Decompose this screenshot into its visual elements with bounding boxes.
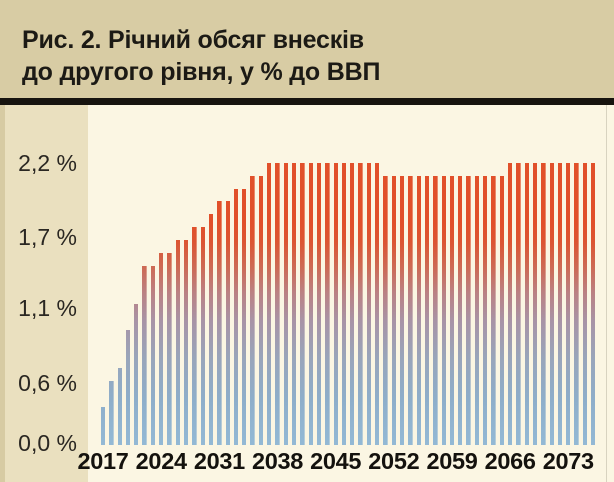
bar-2042: [308, 163, 313, 445]
bar-2037: [267, 163, 272, 445]
bar-2019: [117, 368, 122, 445]
title-divider-rule: [0, 98, 614, 105]
bar-2032: [225, 201, 230, 445]
right-edge-line: [606, 105, 607, 482]
bar-2067: [516, 163, 521, 445]
bar-2035: [250, 176, 255, 445]
bar-2059: [449, 176, 455, 445]
chart-title-line2: до другого рівня, у % до ВВП: [22, 58, 381, 86]
bar-2024: [159, 253, 164, 445]
bar-2072: [557, 163, 563, 445]
bar-2061: [466, 176, 471, 445]
bar-2073: [566, 163, 571, 445]
bar-2025: [167, 253, 172, 445]
y-tick-label: 0,6 %: [18, 370, 77, 396]
y-tick-label: 1,1 %: [18, 295, 77, 321]
bar-2071: [549, 163, 554, 445]
bar-2041: [300, 163, 305, 445]
bar-2049: [366, 163, 372, 445]
bar-2022: [142, 266, 147, 445]
bar-2026: [175, 240, 180, 445]
bar-2029: [200, 227, 205, 445]
bar-2065: [499, 176, 504, 445]
x-tick-label: 2059: [426, 448, 478, 474]
bar-2045: [333, 163, 338, 445]
bar-2017: [100, 407, 106, 445]
bar-2068: [524, 163, 529, 445]
bar-2070: [541, 163, 546, 445]
bar-2023: [150, 266, 156, 445]
bar-2027: [183, 240, 189, 445]
bar-2054: [408, 176, 413, 445]
y-tick-label: 1,7 %: [18, 224, 77, 250]
bar-2050: [375, 163, 380, 445]
bar-2028: [192, 227, 197, 445]
bar-2066: [508, 163, 513, 445]
bar-2020: [125, 330, 131, 445]
bar-2069: [532, 163, 538, 445]
bar-2034: [242, 189, 247, 445]
bar-2074: [574, 163, 579, 445]
bar-2040: [291, 163, 297, 445]
bar-2060: [458, 176, 463, 445]
bar-2021: [134, 304, 139, 445]
bar-2076: [591, 163, 596, 445]
bar-2031: [217, 201, 222, 445]
bar-2030: [208, 214, 214, 445]
x-tick-label: 2038: [251, 448, 304, 474]
bar-2058: [441, 176, 446, 445]
bar-2063: [483, 176, 488, 445]
x-tick-label: 2024: [135, 448, 187, 474]
bar-2038: [275, 163, 280, 445]
x-tick-label: 2031: [193, 448, 245, 474]
bar-2052: [391, 176, 396, 445]
bar-2047: [350, 163, 355, 445]
bar-2018: [109, 381, 114, 445]
y-tick-label: 0,0 %: [18, 430, 77, 456]
x-tick-label: 2066: [484, 448, 536, 474]
bar-2043: [316, 163, 322, 445]
bar-2033: [233, 189, 239, 445]
x-tick-label: 2045: [310, 448, 362, 474]
bar-2053: [400, 176, 405, 445]
bar-2064: [491, 176, 496, 445]
y-axis-panel: 0,0 % 0,6 % 1,1 % 1,7 % 2,2 %: [0, 105, 88, 482]
chart-title-block: Рис. 2. Річний обсяг внесків до другого …: [0, 0, 614, 98]
bar-2039: [283, 163, 288, 445]
x-tick-label: 2017: [77, 448, 129, 474]
bar-2055: [416, 176, 421, 445]
bar-2056: [424, 176, 430, 445]
bar-2075: [582, 163, 588, 445]
y-tick-label: 2,2 %: [18, 150, 77, 176]
bar-2048: [358, 163, 363, 445]
bar-2062: [474, 176, 480, 445]
bar-2044: [325, 163, 330, 445]
x-tick-label: 2052: [368, 448, 420, 474]
bar-2036: [258, 176, 264, 445]
plot-area: 0,0 % 0,6 % 1,1 % 1,7 % 2,2 % 2017 2024 2031 20…: [0, 105, 614, 482]
bar-2046: [341, 163, 347, 445]
bar-2057: [433, 176, 438, 445]
bar-2051: [383, 176, 388, 445]
x-tick-label: 2073: [542, 448, 594, 474]
bars-group: [0, 105, 614, 482]
chart-title-line1: Рис. 2. Річний обсяг внесків: [22, 26, 364, 54]
